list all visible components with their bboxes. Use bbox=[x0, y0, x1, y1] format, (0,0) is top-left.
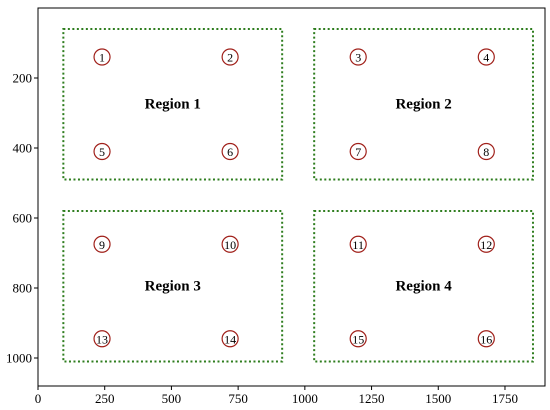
x-tick-label: 250 bbox=[95, 391, 115, 406]
point-2: 2 bbox=[221, 48, 239, 66]
point-12-label: 12 bbox=[480, 238, 492, 252]
point-10: 10 bbox=[221, 235, 239, 253]
x-tick-label: 1000 bbox=[292, 391, 318, 406]
point-11-label: 11 bbox=[352, 238, 364, 252]
point-13: 13 bbox=[93, 330, 111, 348]
point-16-label: 16 bbox=[480, 332, 492, 346]
point-6-marker bbox=[221, 142, 239, 161]
x-tick-label: 750 bbox=[228, 391, 248, 406]
y-tick-label: 800 bbox=[13, 281, 33, 296]
point-3-label: 3 bbox=[355, 51, 361, 65]
point-7-label: 7 bbox=[355, 145, 361, 159]
point-15-marker bbox=[349, 330, 367, 348]
point-13-marker bbox=[93, 330, 111, 348]
point-3-marker bbox=[349, 48, 367, 66]
x-tick-label: 500 bbox=[162, 391, 182, 406]
point-4: 4 bbox=[477, 48, 495, 66]
point-15: 15 bbox=[349, 330, 367, 348]
point-10-label: 10 bbox=[224, 238, 236, 252]
point-8-label: 8 bbox=[483, 145, 489, 159]
point-12-marker bbox=[477, 235, 495, 253]
y-tick-label: 400 bbox=[13, 141, 33, 156]
point-14: 14 bbox=[221, 330, 239, 348]
point-1-marker bbox=[93, 48, 111, 66]
x-tick-label: 1250 bbox=[359, 391, 385, 406]
point-16: 16 bbox=[477, 330, 495, 348]
point-7-marker bbox=[349, 142, 367, 161]
regions-layer: Region 1 Region 2 Region 3 Region 4 bbox=[62, 28, 534, 363]
point-13-label: 13 bbox=[96, 332, 108, 346]
point-9: 9 bbox=[93, 235, 111, 253]
y-tick-label: 1000 bbox=[6, 351, 32, 366]
point-8: 8 bbox=[477, 142, 495, 161]
point-16-marker bbox=[477, 330, 495, 348]
point-12: 12 bbox=[477, 235, 495, 253]
point-2-label: 2 bbox=[227, 51, 233, 65]
region-3-label: Region 3 bbox=[145, 278, 201, 294]
region-2-label: Region 2 bbox=[395, 96, 451, 112]
x-tick-label: 1500 bbox=[425, 391, 451, 406]
x-tick-label: 0 bbox=[35, 391, 42, 406]
point-2-marker bbox=[221, 48, 239, 66]
region-3-box bbox=[62, 210, 284, 363]
point-5: 5 bbox=[93, 142, 111, 161]
point-11-marker bbox=[349, 235, 367, 253]
x-axis: 0 250 500 750 1000 1250 1500 1750 bbox=[35, 386, 518, 406]
region-4-box bbox=[313, 210, 534, 363]
point-4-label: 4 bbox=[483, 51, 489, 65]
y-tick-label: 200 bbox=[13, 71, 33, 86]
y-axis: 200 400 600 800 1000 bbox=[6, 71, 38, 366]
point-7: 7 bbox=[349, 142, 367, 161]
point-11: 11 bbox=[349, 235, 367, 253]
point-6-label: 6 bbox=[227, 145, 233, 159]
region-4-label: Region 4 bbox=[395, 278, 452, 294]
point-6: 6 bbox=[221, 142, 239, 161]
region-1-box bbox=[62, 28, 284, 181]
point-5-label: 5 bbox=[99, 145, 105, 159]
point-1-label: 1 bbox=[99, 51, 105, 65]
x-tick-label: 1750 bbox=[492, 391, 518, 406]
region-1-label: Region 1 bbox=[145, 96, 201, 112]
point-1: 1 bbox=[93, 48, 111, 66]
region-2-box bbox=[313, 28, 534, 181]
point-8-marker bbox=[477, 142, 495, 161]
point-5-marker bbox=[93, 142, 111, 161]
point-14-marker bbox=[221, 330, 239, 348]
point-9-marker bbox=[93, 235, 111, 253]
point-9-label: 9 bbox=[99, 238, 105, 252]
point-14-label: 14 bbox=[224, 332, 236, 346]
point-3: 3 bbox=[349, 48, 367, 66]
point-10-marker bbox=[221, 235, 239, 253]
point-4-marker bbox=[477, 48, 495, 66]
plot-area bbox=[37, 7, 546, 387]
y-tick-label: 600 bbox=[13, 211, 33, 226]
point-15-label: 15 bbox=[352, 332, 364, 346]
